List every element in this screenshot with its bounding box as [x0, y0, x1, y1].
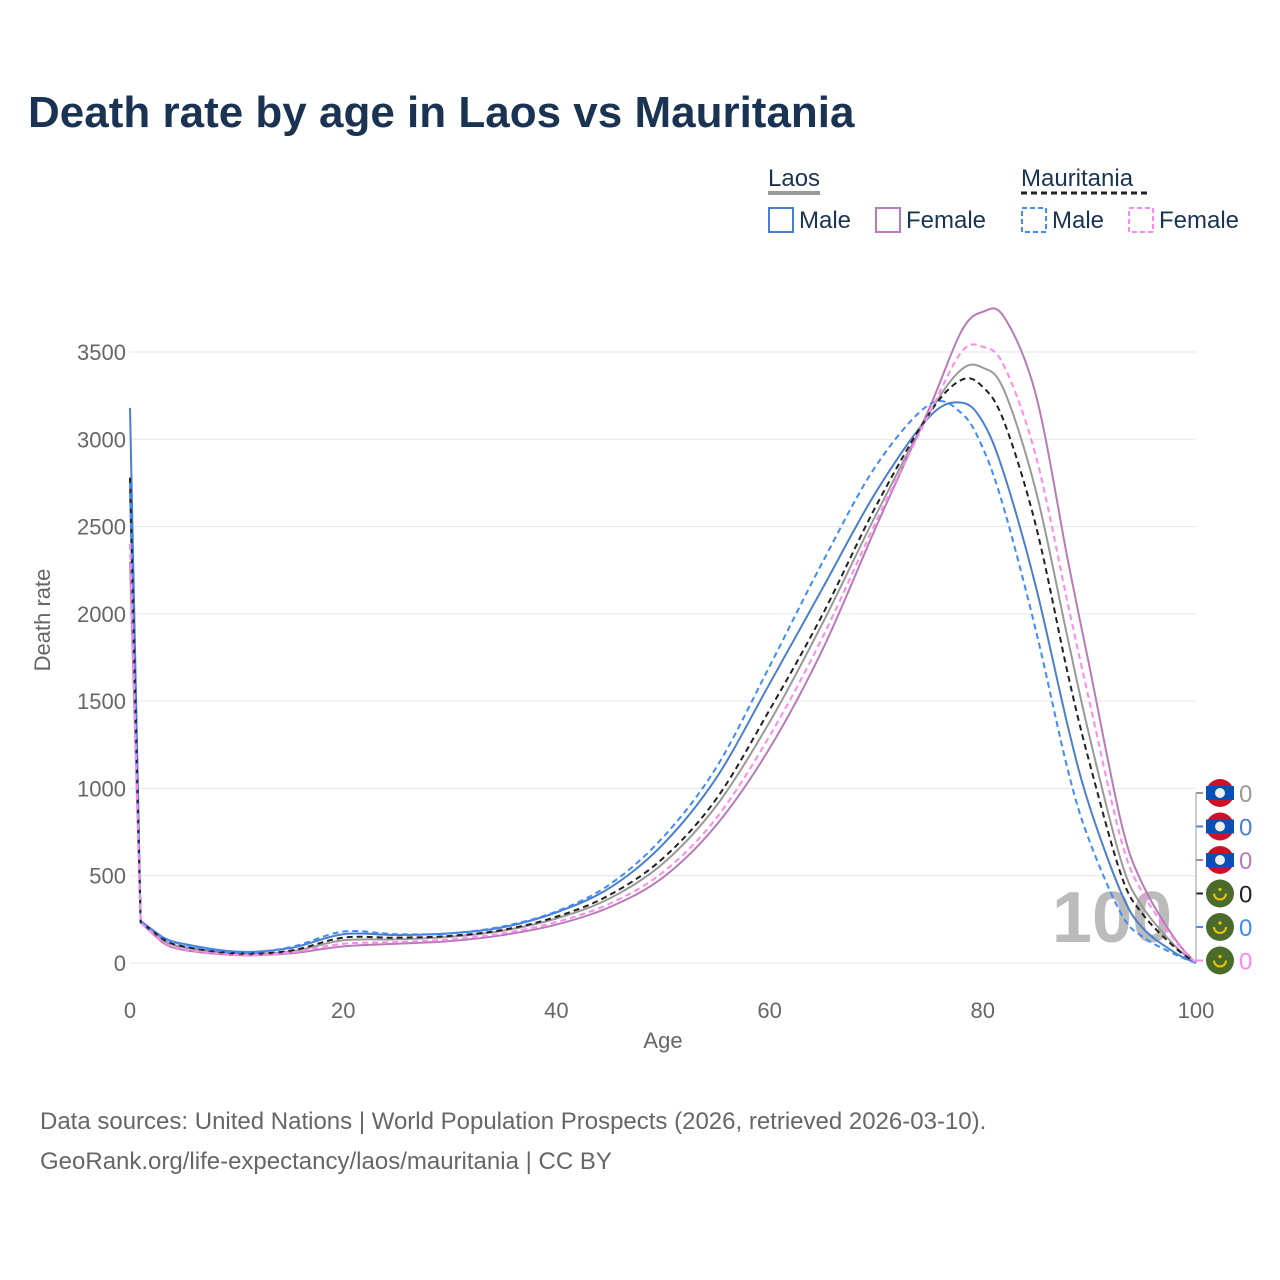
series-line-laos-female[interactable] [129, 307, 1197, 964]
legend[interactable]: Laos Male Female Mauritania Male Female [768, 165, 1239, 234]
laos-flag-icon [1206, 812, 1234, 841]
x-tick-label: 40 [544, 998, 568, 1023]
series-line-mauritania[interactable] [129, 377, 1197, 964]
laos-flag-icon [1206, 846, 1234, 874]
x-tick-label: 0 [124, 998, 136, 1023]
series-line-laos-male[interactable] [129, 401, 1197, 964]
end-value-label: 0 [1239, 949, 1252, 976]
source-line-2[interactable]: GeoRank.org/life-expectancy/laos/maurita… [40, 1148, 612, 1175]
y-tick-label: 2500 [77, 515, 126, 540]
legend-swatch-laos-male [768, 207, 794, 233]
current-age-watermark: 100 [1052, 878, 1172, 958]
page-title: Death rate by age in Laos vs Mauritania [28, 88, 855, 137]
y-tick-label: 1000 [77, 776, 126, 801]
end-value-label: 0 [1239, 848, 1252, 875]
legend-swatch-laos-female [875, 207, 901, 233]
x-axis-label: Age [643, 1028, 682, 1053]
source-line-1: Data sources: United Nations | World Pop… [40, 1108, 987, 1135]
legend-laos-female[interactable]: Female [906, 207, 986, 234]
legend-swatch-mauritania-female [1128, 207, 1154, 233]
y-tick-label: 3000 [77, 427, 126, 452]
y-tick-label: 3500 [77, 340, 126, 365]
x-tick-label: 60 [757, 998, 781, 1023]
y-axis-label: Death rate [30, 569, 55, 672]
mauritania-flag-icon [1206, 913, 1234, 941]
end-value-label: 0 [1239, 915, 1252, 942]
legend-swatch-mauritania-male [1021, 207, 1047, 233]
x-tick-label: 100 [1178, 998, 1215, 1023]
x-tick-label: 20 [331, 998, 355, 1023]
legend-mauritania-male[interactable]: Male [1052, 207, 1104, 234]
legend-mauritania-female[interactable]: Female [1159, 207, 1239, 234]
series-line-laos[interactable] [129, 363, 1197, 964]
mauritania-flag-icon [1206, 946, 1234, 975]
series-line-mauritania-male[interactable] [129, 400, 1197, 964]
y-tick-label: 0 [114, 951, 126, 976]
end-value-label: 0 [1239, 815, 1252, 842]
end-value-label: 0 [1239, 781, 1252, 808]
y-tick-label: 2000 [77, 602, 126, 627]
legend-laos-male[interactable]: Male [799, 207, 851, 234]
series-line-mauritania-female[interactable] [129, 343, 1197, 964]
mauritania-flag-icon [1206, 879, 1234, 908]
legend-group-mauritania[interactable]: Mauritania [1021, 165, 1134, 192]
legend-group-laos[interactable]: Laos [768, 165, 820, 192]
laos-flag-icon [1206, 779, 1234, 807]
x-tick-label: 80 [971, 998, 995, 1023]
y-tick-label: 500 [89, 864, 126, 889]
end-value-label: 0 [1239, 882, 1252, 909]
y-tick-label: 1500 [77, 689, 126, 714]
